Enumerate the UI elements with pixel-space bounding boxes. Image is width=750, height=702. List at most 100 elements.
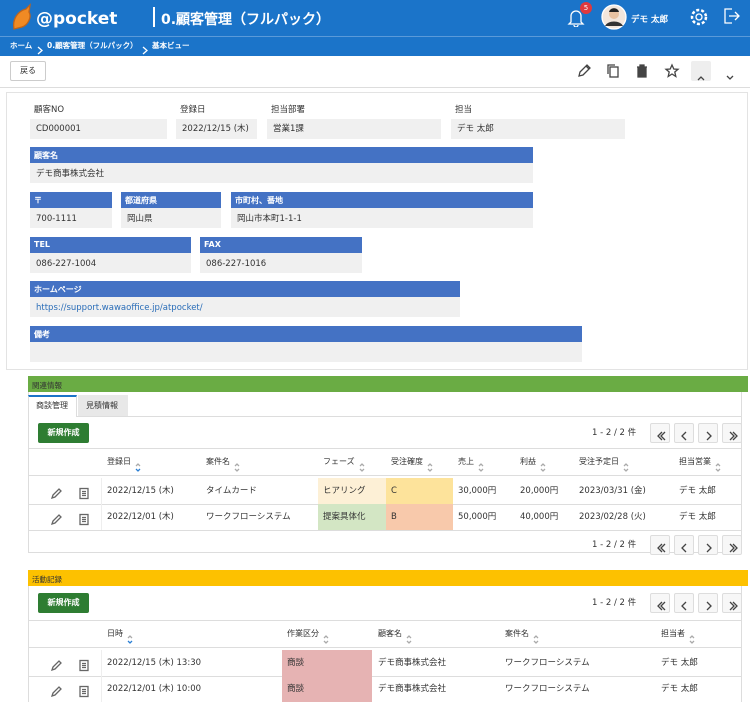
column-header[interactable]: 案件名 bbox=[505, 629, 529, 638]
pager-button-bg[interactable] bbox=[722, 593, 742, 613]
sort-icon[interactable] bbox=[427, 457, 433, 472]
sort-icon[interactable] bbox=[323, 629, 329, 644]
icon-part bbox=[82, 516, 86, 523]
user-avatar[interactable] bbox=[601, 4, 627, 30]
icon-part bbox=[540, 463, 546, 467]
logout[interactable] bbox=[721, 6, 741, 26]
column-header[interactable]: 案件名 bbox=[206, 457, 230, 466]
icon-part bbox=[234, 463, 240, 467]
row-edit[interactable] bbox=[50, 511, 63, 526]
section-bar bbox=[28, 376, 748, 392]
icon-part bbox=[127, 635, 133, 639]
pager-button[interactable] bbox=[654, 539, 668, 553]
sort-icon[interactable] bbox=[533, 629, 539, 644]
notification-bell[interactable] bbox=[567, 7, 585, 28]
pager-button-svg bbox=[706, 601, 712, 611]
pager-button[interactable] bbox=[702, 597, 716, 611]
table-header bbox=[29, 448, 741, 476]
settings[interactable] bbox=[689, 7, 709, 27]
row-detail[interactable] bbox=[78, 485, 90, 500]
sort-icon-svg bbox=[427, 463, 433, 472]
edit-button[interactable] bbox=[576, 63, 592, 79]
field-value-box: https://support.wawaoffice.jp/atpocket/ bbox=[30, 297, 460, 317]
delete-button[interactable] bbox=[634, 63, 650, 79]
header-bar bbox=[0, 0, 750, 56]
sort-icon[interactable] bbox=[478, 457, 484, 472]
icon-part bbox=[79, 487, 89, 500]
row-edit[interactable] bbox=[50, 485, 63, 500]
row-edit[interactable] bbox=[50, 683, 63, 698]
column-header[interactable]: 作業区分 bbox=[287, 629, 319, 638]
pager-button[interactable] bbox=[678, 427, 692, 441]
pager-button-bg[interactable] bbox=[722, 423, 742, 443]
field-value[interactable]: https://support.wawaoffice.jp/atpocket/ bbox=[36, 303, 203, 313]
column-header[interactable]: フェーズ bbox=[323, 457, 355, 466]
column-header[interactable]: 受注予定日 bbox=[579, 457, 619, 466]
user-name[interactable]: デモ 太郎 bbox=[631, 15, 668, 25]
tab-label[interactable]: 商談管理 bbox=[36, 401, 68, 410]
pager-button-bg[interactable] bbox=[722, 535, 742, 555]
column-header[interactable]: 売上 bbox=[458, 457, 474, 466]
pager-button-bg[interactable] bbox=[674, 593, 694, 613]
pager-button[interactable] bbox=[702, 427, 716, 441]
sort-icon[interactable] bbox=[540, 457, 546, 472]
row-detail[interactable] bbox=[78, 683, 90, 698]
pager-button-bg[interactable] bbox=[650, 423, 670, 443]
column-header[interactable]: 受注確度 bbox=[391, 457, 423, 466]
column-header[interactable]: 登録日 bbox=[107, 457, 131, 466]
sort-icon[interactable] bbox=[689, 629, 695, 644]
pager-button[interactable] bbox=[702, 539, 716, 553]
new-button[interactable]: 新規作成 bbox=[38, 423, 89, 443]
column-header[interactable]: 担当者 bbox=[661, 629, 685, 638]
sort-icon[interactable] bbox=[127, 629, 133, 644]
pager-button[interactable] bbox=[726, 597, 740, 611]
column-header[interactable]: 顧客名 bbox=[378, 629, 402, 638]
sort-icon[interactable] bbox=[623, 457, 629, 472]
column-header[interactable]: 日時 bbox=[107, 629, 123, 638]
copy-button[interactable] bbox=[605, 63, 621, 79]
next-record[interactable] bbox=[725, 67, 735, 80]
pager-button[interactable] bbox=[726, 539, 740, 553]
row-detail[interactable] bbox=[78, 511, 90, 526]
sort-icon[interactable] bbox=[715, 457, 721, 472]
column-header[interactable]: 利益 bbox=[520, 457, 536, 466]
pager-button-bg[interactable] bbox=[674, 423, 694, 443]
field-label: 備考 bbox=[30, 326, 582, 342]
row-number-bg bbox=[101, 478, 102, 504]
pager-text: 1 - 2 / 2 件 bbox=[592, 598, 637, 608]
pager-button[interactable] bbox=[726, 427, 740, 441]
breadcrumb-item[interactable]: 0.顧客管理（フルパック） bbox=[47, 41, 138, 50]
sort-icon[interactable] bbox=[234, 457, 240, 472]
pager-button[interactable] bbox=[678, 597, 692, 611]
back-button[interactable]: 戻る bbox=[10, 61, 46, 81]
sort-icon[interactable] bbox=[406, 629, 412, 644]
sort-icon[interactable] bbox=[359, 457, 365, 472]
pager-button-bg[interactable] bbox=[650, 593, 670, 613]
pager-button-bg[interactable] bbox=[650, 535, 670, 555]
section-title: 活動記録 bbox=[32, 575, 62, 584]
prev-record[interactable] bbox=[696, 67, 706, 81]
tab-label[interactable]: 見積情報 bbox=[86, 401, 118, 410]
icon-part bbox=[681, 431, 687, 441]
sort-icon[interactable] bbox=[135, 457, 141, 472]
column-header[interactable]: 担当営業 bbox=[679, 457, 711, 466]
prev-record-bg[interactable] bbox=[691, 61, 711, 81]
tab[interactable] bbox=[28, 395, 77, 417]
row-edit[interactable] bbox=[50, 657, 63, 672]
title-separator bbox=[153, 7, 155, 27]
delete-button-svg bbox=[637, 64, 647, 78]
pager-button[interactable] bbox=[654, 427, 668, 441]
breadcrumb-item[interactable]: ホーム bbox=[10, 41, 33, 50]
breadcrumb-chevron bbox=[141, 40, 149, 55]
pager-button[interactable] bbox=[654, 597, 668, 611]
sort-icon-svg bbox=[359, 463, 365, 472]
icon-part bbox=[427, 468, 433, 472]
new-button[interactable]: 新規作成 bbox=[38, 593, 89, 613]
field-label: ホームページ bbox=[30, 281, 460, 297]
favorite-button[interactable] bbox=[664, 63, 680, 79]
pager-button[interactable] bbox=[678, 539, 692, 553]
tab[interactable] bbox=[78, 395, 128, 417]
row-detail[interactable] bbox=[78, 657, 90, 672]
pager-button-bg[interactable] bbox=[674, 535, 694, 555]
section-panel bbox=[28, 586, 742, 702]
